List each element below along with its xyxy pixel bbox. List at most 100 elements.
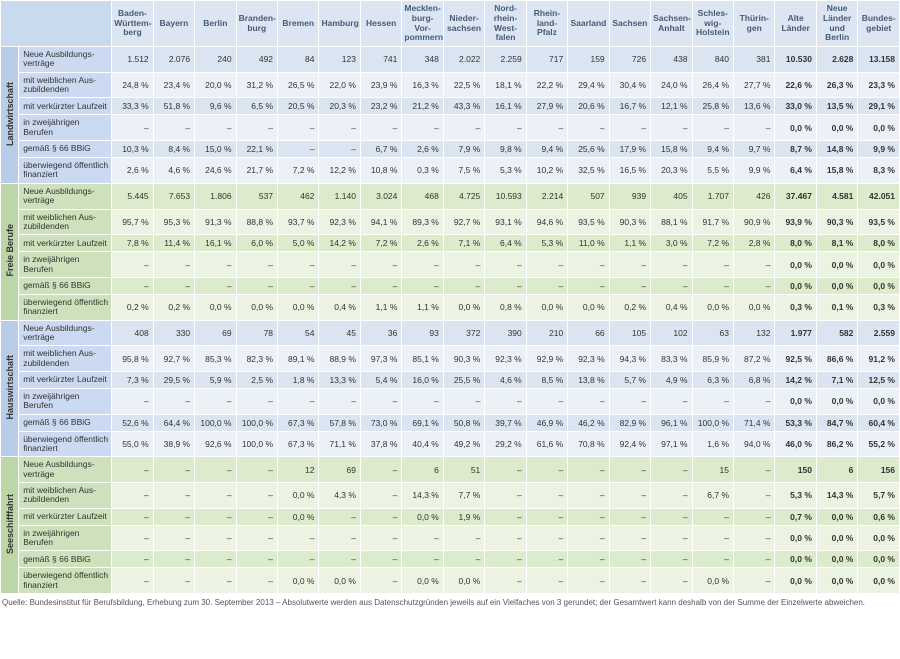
cell: 0,6 % [858,508,900,525]
cell: 0,0 % [775,551,816,568]
table-row: in zweijährigen Berufen––––––––––––––––0… [1,115,900,141]
cell: 25,5 % [443,371,484,388]
cell: 0,0 % [319,568,360,594]
cell: 5,4 % [360,371,401,388]
cell: 0,0 % [526,294,567,320]
col-header: Branden-burg [236,1,277,47]
cell: 7,5 % [443,158,484,184]
cell: 2.628 [816,47,857,73]
cell: 90,3 % [609,209,650,235]
cell: 9,8 % [485,141,526,158]
cell: 2,8 % [734,235,775,252]
table-row: mit verkürzter Laufzeit7,3 %29,5 %5,9 %2… [1,371,900,388]
col-header: Alte Länder [775,1,816,47]
cell: – [485,525,526,551]
cell: – [153,508,194,525]
cell: – [402,525,443,551]
cell: 27,9 % [526,98,567,115]
cell: – [485,457,526,483]
cell: 25,6 % [568,141,609,158]
cell: 83,3 % [651,346,692,372]
cell: 6,4 % [485,235,526,252]
cell: 6,5 % [236,98,277,115]
cell: 0,0 % [816,525,857,551]
cell: 93,5 % [858,209,900,235]
cell: 92,7 % [443,209,484,235]
cell: – [443,115,484,141]
cell: 8,5 % [526,371,567,388]
cell: 1,9 % [443,508,484,525]
cell: – [568,483,609,509]
cell: – [319,141,360,158]
cell: 150 [775,457,816,483]
cell: 36 [360,320,401,346]
cell: – [526,457,567,483]
row-label: mit weiblichen Aus-zubildenden [19,483,112,509]
cell: 7.653 [153,183,194,209]
table-row: mit weiblichen Aus-zubildenden95,7 %95,3… [1,209,900,235]
cell: 29,5 % [153,371,194,388]
cell: 156 [858,457,900,483]
cell: – [734,568,775,594]
cell: 9,9 % [858,141,900,158]
row-label: überwiegend öffentlich finanziert [19,294,112,320]
cell: – [195,525,236,551]
cell: 7,9 % [443,141,484,158]
table-row: gemäß § 66 BBiG––––––––––––––––0,0 %0,0 … [1,277,900,294]
cell: – [609,115,650,141]
col-header: Hamburg [319,1,360,47]
cell: – [236,483,277,509]
cell: 1,8 % [278,371,319,388]
cell: 1,1 % [402,294,443,320]
cell: – [236,115,277,141]
cell: 0,0 % [858,277,900,294]
cell: 0,0 % [816,252,857,278]
cell: 33,3 % [112,98,153,115]
cell: 0,0 % [816,388,857,414]
cell: – [195,115,236,141]
cell: – [278,141,319,158]
cell: 90,9 % [734,209,775,235]
cell: 91,2 % [858,346,900,372]
row-label: in zweijährigen Berufen [19,252,112,278]
cell: 5,3 % [775,483,816,509]
cell: – [319,252,360,278]
cell: – [609,525,650,551]
cell: 29,2 % [485,431,526,457]
cell: 8,0 % [775,235,816,252]
cell: 0,0 % [858,568,900,594]
row-label: gemäß § 66 BBiG [19,277,112,294]
cell: 21,7 % [236,158,277,184]
cell: 348 [402,47,443,73]
cell: 26,4 % [692,72,733,98]
cell: – [734,388,775,414]
cell: 22,2 % [526,72,567,98]
cell: 23,9 % [360,72,401,98]
cell: 741 [360,47,401,73]
cell: 11,0 % [568,235,609,252]
cell: 69 [195,320,236,346]
cell: 87,2 % [734,346,775,372]
section-label: Landwirtschaft [1,47,19,184]
cell: 49,2 % [443,431,484,457]
section-label: Freie Berufe [1,183,19,320]
cell: 22,6 % [775,72,816,98]
cell: 88,1 % [651,209,692,235]
cell: – [195,388,236,414]
cell: 21,2 % [402,98,443,115]
cell: 582 [816,320,857,346]
cell: 6,0 % [236,235,277,252]
cell: 92,5 % [775,346,816,372]
cell: 2.259 [485,47,526,73]
table-row: gemäß § 66 BBiG––––––––––––––––0,0 %0,0 … [1,551,900,568]
cell: 40,4 % [402,431,443,457]
cell: – [360,277,401,294]
cell: – [153,457,194,483]
cell: – [609,568,650,594]
row-label: mit weiblichen Aus-zubildenden [19,72,112,98]
cell: – [360,551,401,568]
cell: – [153,551,194,568]
cell: 89,1 % [278,346,319,372]
cell: 85,1 % [402,346,443,372]
cell: 22,1 % [236,141,277,158]
